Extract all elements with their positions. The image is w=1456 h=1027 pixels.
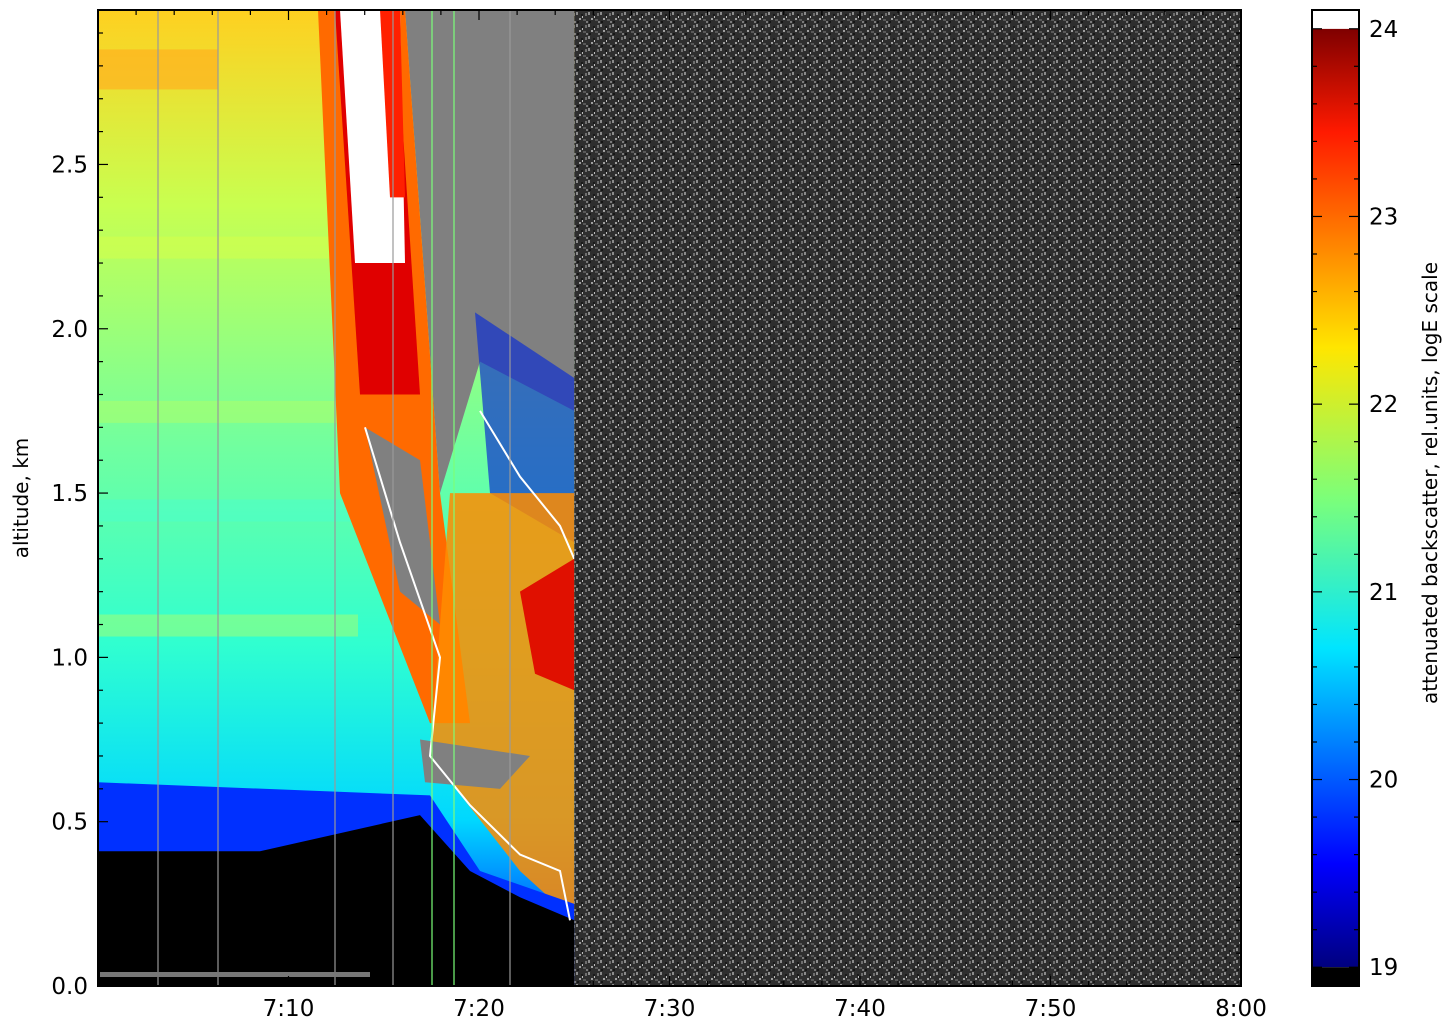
x-tick-label: 7:40 — [834, 996, 886, 1022]
x-tick-label: 7:50 — [1025, 996, 1077, 1022]
colorbar-gradient — [1312, 28, 1359, 968]
y-axis-title: altitude, km — [9, 438, 33, 559]
colorbar-tick-label: 22 — [1369, 392, 1398, 418]
colorbar-tick-label: 19 — [1369, 955, 1398, 981]
aerosol-band — [98, 236, 358, 259]
x-tick-label: 7:10 — [263, 996, 315, 1022]
aerosol-band — [98, 499, 358, 522]
colorbar-tick-label: 23 — [1369, 204, 1398, 230]
cloud-base-core — [520, 558, 575, 691]
colorbar-frame — [1311, 9, 1360, 987]
no-data-region — [365, 427, 440, 625]
aerosol-band — [98, 614, 358, 637]
colorbar-tick-label: 24 — [1369, 17, 1398, 43]
x-axis: 7:10 7:20 7:30 7:40 7:50 8:00 — [97, 10, 1267, 1022]
weak-signal-streak — [475, 312, 575, 543]
colorbar-over — [1312, 10, 1359, 29]
noise-region — [574, 10, 1241, 986]
ground-artifact — [100, 972, 370, 977]
colorbar: 19 20 21 22 23 24 — [1311, 9, 1398, 987]
x-tick-label: 7:30 — [644, 996, 696, 1022]
y-tick-label: 1.5 — [51, 481, 88, 507]
y-tick-label: 0.0 — [51, 974, 88, 1000]
colorbar-under — [1312, 967, 1359, 986]
colorbar-tick-label: 21 — [1369, 580, 1398, 606]
y-tick-label: 2.5 — [51, 152, 88, 178]
aerosol-band — [98, 400, 358, 423]
plot-image — [98, 10, 1241, 986]
colorbar-label: attenuated backscatter, rel.units, logE … — [1418, 262, 1442, 704]
x-tick-label: 7:20 — [453, 996, 505, 1022]
x-tick-label: 8:00 — [1215, 996, 1267, 1022]
contour-line — [364, 427, 571, 921]
y-tick-label: 0.5 — [51, 810, 88, 836]
y-tick-label: 2.0 — [51, 317, 88, 343]
contour-line — [479, 410, 576, 560]
colorbar-tick-label: 20 — [1369, 768, 1398, 794]
y-axis: 0.0 0.5 1.0 1.5 2.0 2.5 — [51, 32, 1241, 1000]
y-tick-label: 1.0 — [51, 645, 88, 671]
below-range-region — [98, 815, 575, 986]
